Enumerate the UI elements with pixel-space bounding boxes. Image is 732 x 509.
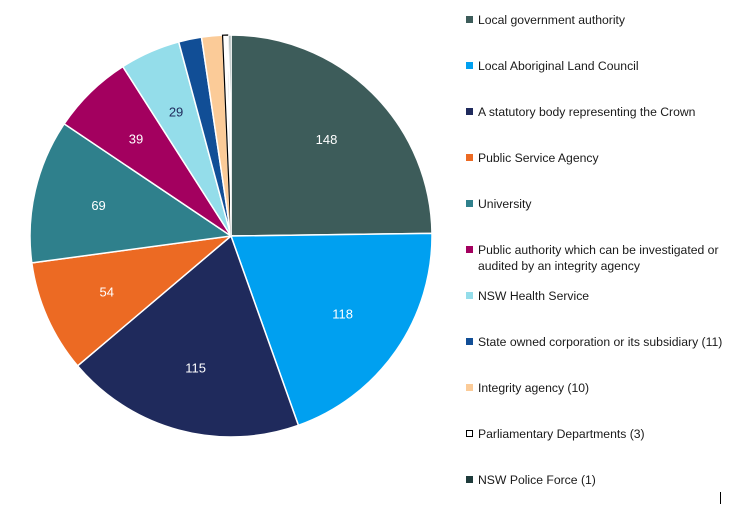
legend-label: Local government authority <box>478 13 626 27</box>
legend-swatch <box>466 200 473 207</box>
legend-item: State owned corporation or its subsidiar… <box>466 334 723 350</box>
pie-slice <box>229 232 433 427</box>
legend-item: University <box>466 196 723 212</box>
pie-slice <box>230 34 433 237</box>
legend-swatch <box>466 476 473 483</box>
legend-item: Local Aboriginal Land Council <box>466 58 723 74</box>
slice-value-label: 29 <box>169 105 183 120</box>
legend-label: State owned corporation or its subsidiar… <box>478 335 723 349</box>
legend-swatch <box>466 292 473 299</box>
legend-item: Parliamentary Departments (3) <box>466 426 723 442</box>
corner-tick <box>720 492 721 504</box>
legend-label: University <box>478 197 532 211</box>
legend-swatch <box>466 384 473 391</box>
slice-value-label: 69 <box>91 198 105 213</box>
slice-value-label: 39 <box>129 132 143 147</box>
slice-value-label: 115 <box>185 360 206 375</box>
legend-item: NSW Police Force (1) <box>466 472 723 488</box>
legend-label: Integrity agency (10) <box>478 381 590 395</box>
legend-item: Public Service Agency <box>466 150 723 166</box>
slice-value-label: 148 <box>316 132 338 147</box>
legend-swatch <box>466 16 473 23</box>
legend-swatch <box>466 430 473 437</box>
slice-value-label: 118 <box>332 307 353 322</box>
legend-swatch <box>466 108 473 115</box>
slice-value-label: 54 <box>99 284 113 299</box>
legend-swatch <box>466 154 473 161</box>
legend-swatch <box>466 246 473 253</box>
legend-label: Public Service Agency <box>478 151 599 165</box>
pie-chart-area: 148 118 115 54 69 39 29 <box>29 34 433 438</box>
legend-swatch <box>466 338 473 345</box>
legend-label: Local Aboriginal Land Council <box>478 59 639 73</box>
legend-item: Integrity agency (10) <box>466 380 723 396</box>
pie-slice <box>29 122 234 264</box>
legend-label: NSW Health Service <box>478 289 590 303</box>
pie-slice <box>76 234 300 438</box>
legend-label: Parliamentary Departments (3) <box>478 427 645 441</box>
pie-chart: 148 118 115 54 69 39 29 <box>29 34 433 438</box>
legend-label: NSW Police Force (1) <box>478 473 596 487</box>
legend-item: NSW Health Service <box>466 288 723 304</box>
legend-item: Local government authority <box>466 12 723 28</box>
legend-item: Public authority which can be investigat… <box>466 242 723 274</box>
legend-label: Public authority which can be investigat… <box>478 243 719 273</box>
legend-item: A statutory body representing the Crown <box>466 104 723 120</box>
pie-slice <box>228 34 232 237</box>
pie-slice <box>30 234 234 367</box>
legend-label: A statutory body representing the Crown <box>478 105 696 119</box>
legend-swatch <box>466 62 473 69</box>
chart-legend: Local government authority Local Aborigin… <box>466 0 728 504</box>
